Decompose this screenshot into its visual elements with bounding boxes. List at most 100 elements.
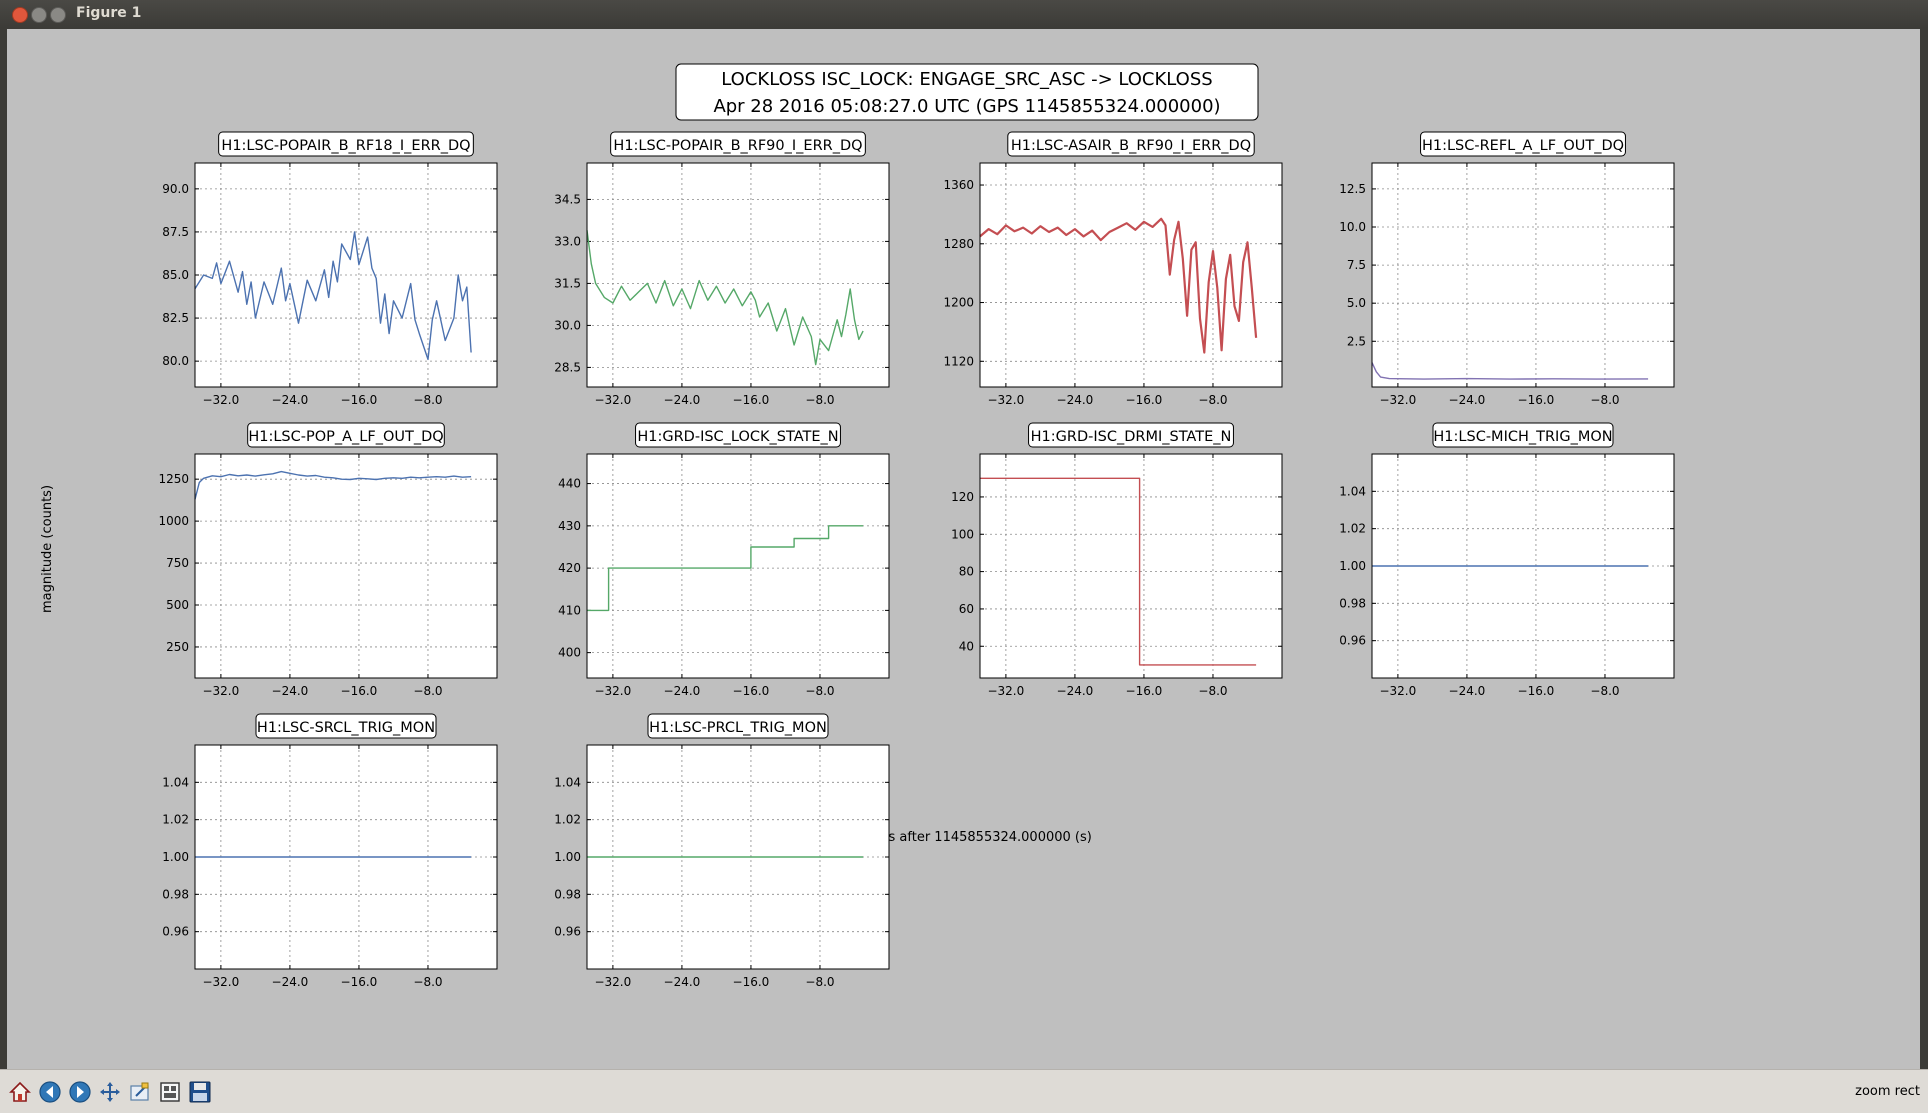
x-tick-label: −24.0 xyxy=(272,684,309,698)
suptitle-box xyxy=(675,63,1259,121)
axes-frame xyxy=(194,162,498,388)
subplot-4: −32.0 −24.0 −16.0 −8.0 2.5 5.0 7.5 10.0 12.5 H1:L… xyxy=(1339,131,1675,407)
panel-title: H1:LSC-POPAIR_B_RF18_I_ERR_DQ xyxy=(221,138,470,154)
x-tick-label: −24.0 xyxy=(664,393,701,407)
y-tick-label: 0.98 xyxy=(1339,596,1366,610)
x-tick-label: −32.0 xyxy=(1379,393,1416,407)
y-tick-label: 0.96 xyxy=(162,925,189,939)
y-tick-label: 1.00 xyxy=(554,850,581,864)
panel-title-box xyxy=(247,422,445,448)
y-tick-label: 33.0 xyxy=(554,234,581,248)
subplot-2: −32.0 −24.0 −16.0 −8.0 28.5 30.0 31.5 33.0 34.5 H… xyxy=(554,131,890,407)
suptitle-line1: LOCKLOSS ISC_LOCK: ENGAGE_SRC_ASC -> LOC… xyxy=(721,69,1212,90)
panel-title: H1:LSC-MICH_TRIG_MON xyxy=(1433,429,1612,445)
y-tick-label: 1250 xyxy=(158,472,189,486)
panel-title: H1:LSC-POPAIR_B_RF90_I_ERR_DQ xyxy=(613,138,862,154)
plot-area xyxy=(980,454,1282,678)
window-maximize-button[interactable] xyxy=(50,7,66,23)
x-tick-label: −32.0 xyxy=(594,975,631,989)
x-tick-label: −16.0 xyxy=(341,975,378,989)
axes-frame xyxy=(586,453,890,679)
toolbar-status: zoom rect xyxy=(1855,1084,1920,1099)
x-tick-label: −16.0 xyxy=(1518,393,1555,407)
chart-svg: LOCKLOSS ISC_LOCK: ENGAGE_SRC_ASC -> LOC… xyxy=(40,63,1675,989)
x-tick-label: −32.0 xyxy=(594,393,631,407)
pan-button[interactable] xyxy=(97,1079,123,1105)
y-tick-label: 1360 xyxy=(943,178,974,192)
x-tick-label: −32.0 xyxy=(987,684,1024,698)
series-line xyxy=(1371,362,1649,380)
y-tick-label: 2.5 xyxy=(1347,334,1366,348)
back-button[interactable] xyxy=(37,1079,63,1105)
panel-title-box xyxy=(647,713,829,739)
y-tick-label: 1.02 xyxy=(554,813,581,827)
y-tick-label: 87.5 xyxy=(162,225,189,239)
y-tick-label: 1.04 xyxy=(554,775,581,789)
window-minimize-button[interactable] xyxy=(31,7,47,23)
plot-area xyxy=(980,163,1282,387)
back-arrow-icon xyxy=(39,1081,61,1103)
panel-title-box xyxy=(635,422,841,448)
home-icon xyxy=(9,1081,31,1102)
axes-frame xyxy=(194,453,498,679)
window-titlebar: Figure 1 xyxy=(0,0,1928,28)
axes-frame xyxy=(979,453,1283,679)
y-tick-label: 1280 xyxy=(943,237,974,251)
x-tick-label: −32.0 xyxy=(202,393,239,407)
axes-frame xyxy=(586,162,890,388)
axes-frame xyxy=(194,744,498,970)
subplot-7: −32.0 −24.0 −16.0 −8.0 40 60 80 100 120 H1:GRD-IS… xyxy=(951,422,1283,698)
subplot-1: −32.0 −24.0 −16.0 −8.0 80.0 82.5 85.0 87.5 90.0 H… xyxy=(162,131,498,407)
axes-frame xyxy=(979,162,1283,388)
subplot-3: −32.0 −24.0 −16.0 −8.0 1120 1200 1280 1360 H1:LS… xyxy=(943,131,1283,407)
panel-title: H1:LSC-ASAIR_B_RF90_I_ERR_DQ xyxy=(1011,138,1251,154)
y-tick-label: 1200 xyxy=(943,296,974,310)
series-line xyxy=(586,230,864,366)
save-button[interactable] xyxy=(187,1079,213,1105)
y-tick-label: 80.0 xyxy=(162,354,189,368)
y-tick-label: 82.5 xyxy=(162,311,189,325)
x-tick-label: −8.0 xyxy=(805,975,834,989)
zoom-button[interactable] xyxy=(127,1079,153,1105)
x-tick-label: −8.0 xyxy=(1590,684,1619,698)
x-tick-label: −24.0 xyxy=(272,975,309,989)
y-tick-label: 120 xyxy=(951,490,974,504)
window-close-button[interactable] xyxy=(12,7,28,23)
y-tick-label: 12.5 xyxy=(1339,182,1366,196)
y-tick-label: 0.96 xyxy=(1339,634,1366,648)
suptitle-group: LOCKLOSS ISC_LOCK: ENGAGE_SRC_ASC -> LOC… xyxy=(675,63,1259,121)
y-tick-label: 1000 xyxy=(158,514,189,528)
series-line xyxy=(980,477,1257,666)
y-tick-label: 60 xyxy=(959,602,974,616)
y-tick-label: 750 xyxy=(166,556,189,570)
panel-title: H1:GRD-ISC_DRMI_STATE_N xyxy=(1031,429,1232,445)
axes-frame xyxy=(1371,162,1675,388)
x-tick-label: −24.0 xyxy=(1449,393,1486,407)
y-tick-label: 31.5 xyxy=(554,276,581,290)
y-axis-label: magnitude (counts) xyxy=(40,485,55,613)
y-tick-label: 420 xyxy=(558,561,581,575)
subplot-6: −32.0 −24.0 −16.0 −8.0 400 410 420 430 440 H1:GRD… xyxy=(558,422,890,698)
axes-frame xyxy=(586,744,890,970)
panel-title-box xyxy=(1432,422,1614,448)
panel-title-box xyxy=(1028,422,1234,448)
subplots-button[interactable] xyxy=(157,1079,183,1105)
subplot-5: −32.0 −24.0 −16.0 −8.0 250 500 750 1000 1250 H1:L… xyxy=(158,422,498,698)
y-tick-label: 410 xyxy=(558,603,581,617)
subplot-9: −32.0 −24.0 −16.0 −8.0 0.96 0.98 1.00 1.02 1.04 H… xyxy=(162,713,498,989)
y-tick-label: 1.02 xyxy=(162,813,189,827)
x-tick-label: −16.0 xyxy=(341,393,378,407)
x-tick-label: −16.0 xyxy=(733,975,770,989)
plot-area xyxy=(587,454,889,678)
x-tick-label: −32.0 xyxy=(202,684,239,698)
panel-title: H1:LSC-PRCL_TRIG_MON xyxy=(649,720,827,736)
y-tick-label: 500 xyxy=(166,598,189,612)
y-tick-label: 90.0 xyxy=(162,182,189,196)
y-tick-label: 10.0 xyxy=(1339,220,1366,234)
home-button[interactable] xyxy=(7,1079,33,1105)
forward-button[interactable] xyxy=(67,1079,93,1105)
x-tick-label: −32.0 xyxy=(594,684,631,698)
y-tick-label: 0.98 xyxy=(554,887,581,901)
panel-title: H1:GRD-ISC_LOCK_STATE_N xyxy=(637,429,838,445)
x-tick-label: −16.0 xyxy=(341,684,378,698)
